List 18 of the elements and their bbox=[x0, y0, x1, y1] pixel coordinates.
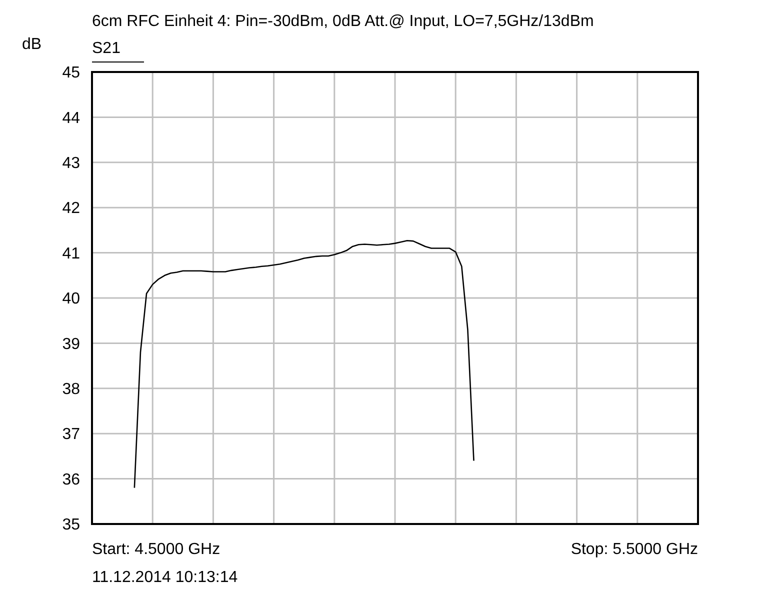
text: S21 bbox=[92, 40, 121, 57]
y-tick-label: 40 bbox=[62, 290, 80, 308]
line-series bbox=[134, 240, 474, 488]
y-tick-label: 37 bbox=[62, 426, 80, 444]
y-tick-label: 41 bbox=[62, 245, 80, 262]
text: 11.12.2014 10:13:14 bbox=[92, 569, 238, 586]
y-tick-label: 43 bbox=[62, 155, 80, 172]
chart-title: 6cm RFC Einheit 4: Pin=-30dBm, 0dB Att.@ Input, LO=7,5GHz/13dBm bbox=[92, 13, 594, 30]
y-tick-label: 36 bbox=[62, 471, 80, 488]
y-tick-label: 42 bbox=[62, 200, 80, 218]
y-tick-label: 35 bbox=[62, 516, 80, 534]
text: Start: 4.5000 GHz bbox=[92, 541, 220, 558]
text: Stop: 5.5000 GHz bbox=[570, 541, 698, 558]
y-tick-label: 38 bbox=[62, 381, 80, 398]
y-axis-title: dB bbox=[22, 36, 42, 53]
y-tick-label: 45 bbox=[62, 64, 80, 82]
y-tick-label: 39 bbox=[62, 336, 80, 353]
y-tick-label: 44 bbox=[62, 110, 80, 127]
